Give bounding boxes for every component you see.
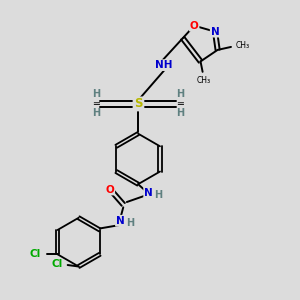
Text: N: N (211, 27, 219, 37)
Text: H: H (176, 108, 184, 118)
Text: H: H (92, 108, 101, 118)
Text: H: H (154, 190, 162, 200)
Text: ═: ═ (177, 99, 183, 109)
Text: Cl: Cl (51, 259, 62, 269)
Text: N: N (116, 216, 125, 226)
Text: CH₃: CH₃ (236, 41, 250, 50)
Text: O: O (106, 184, 114, 194)
Text: ═: ═ (94, 99, 99, 109)
Text: N: N (144, 188, 153, 197)
Text: H: H (176, 89, 184, 99)
Text: O: O (190, 21, 199, 31)
Text: Cl: Cl (30, 249, 41, 259)
Text: NH: NH (154, 60, 172, 70)
Text: S: S (134, 98, 142, 110)
Text: H: H (127, 218, 135, 228)
Text: H: H (92, 89, 101, 99)
Text: CH₃: CH₃ (196, 76, 211, 85)
